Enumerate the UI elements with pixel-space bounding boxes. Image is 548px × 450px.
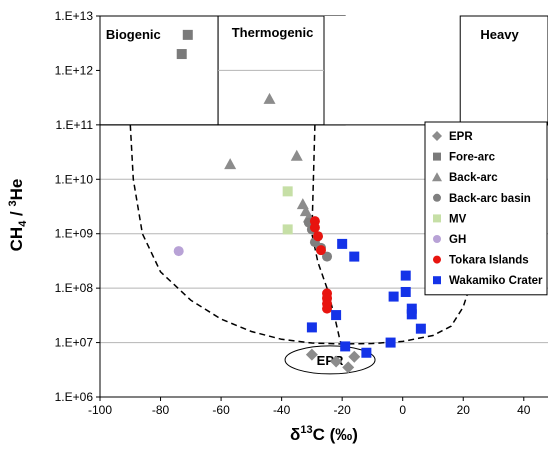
y-axis-title: CH4 / 3He (7, 179, 29, 252)
middle-box (324, 16, 461, 125)
wakamiko-crater-point (306, 322, 317, 333)
back-arc-point (290, 149, 303, 161)
tokara-islands-point (315, 245, 326, 256)
x-tick-label: -80 (152, 403, 170, 417)
legend-label-epr: EPR (449, 131, 473, 143)
x-tick-label: -100 (88, 403, 112, 417)
gh-point (173, 246, 184, 257)
legend-marker-tokara-islands (433, 255, 441, 264)
axes: 1.E+06 1.E+07 1.E+08 1.E+09 1.E+10 1.E+11 1.E+… (55, 9, 548, 417)
x-tick-label: -60 (212, 403, 230, 417)
fore-arc-point (182, 29, 193, 40)
wakamiko-crater-point (400, 270, 411, 281)
back-arc-point (224, 158, 237, 170)
wakamiko-crater-point (388, 291, 399, 302)
source-regions: Biogenic Thermogenic Heavy (99, 15, 548, 126)
tokara-islands-point (309, 222, 320, 233)
y-tick-label: 1.E+07 (55, 336, 94, 350)
legend-label-gh: GH (449, 234, 466, 246)
region-label-thermogenic: Thermogenic (232, 25, 314, 40)
wakamiko-crater-point (331, 310, 342, 321)
y-tick-label: 1.E+08 (55, 281, 94, 295)
legend-label-tokara-islands: Tokara Islands (449, 255, 529, 267)
y-tick-label: 1.E+11 (56, 118, 94, 132)
legend-marker-back-arc (432, 172, 442, 182)
x-tick-label: 0 (399, 403, 406, 417)
legend-label-back-arc-basin: Back-arc basin (449, 193, 531, 205)
fore-arc-point (176, 49, 187, 60)
back-arc-basin-point (322, 251, 333, 262)
y-tick-label: 1.E+12 (55, 63, 94, 77)
tokara-islands-point (322, 303, 333, 314)
mixing-curve-thermogenic (311, 124, 343, 348)
x-tick-label: -20 (333, 403, 351, 417)
y-tick-label: 1.E+06 (55, 390, 94, 404)
legend-marker-back-arc-basin (433, 193, 441, 202)
region-label-biogenic: Biogenic (106, 27, 161, 42)
legend-marker-fore-arc (433, 152, 441, 161)
legend-label-back-arc: Back-arc (449, 172, 498, 184)
epr-point (330, 355, 343, 368)
x-tick-label: 20 (457, 403, 471, 417)
y-tick-label: 1.E+10 (55, 172, 94, 186)
x-tick-label: 40 (517, 403, 531, 417)
legend: EPR Fore-arc Back-arc Back-arc basin MV GH Tok… (424, 121, 548, 296)
legend-label-mv: MV (449, 213, 467, 225)
wakamiko-crater-point (406, 309, 417, 320)
wakamiko-crater-point (349, 251, 360, 262)
region-label-heavy: Heavy (480, 27, 519, 42)
legend-box (424, 121, 548, 296)
wakamiko-crater-point (400, 286, 411, 297)
legend-label-wakamiko-crater: Wakamiko Crater (449, 275, 543, 287)
y-tick-label: 1.E+09 (55, 227, 94, 241)
wakamiko-crater-point (406, 303, 417, 314)
epr-point (348, 350, 361, 363)
data-points (173, 29, 426, 374)
mv-point (282, 224, 293, 235)
legend-marker-wakamiko-crater (433, 276, 441, 285)
back-arc-point (263, 92, 276, 104)
legend-label-fore-arc: Fore-arc (449, 152, 496, 164)
legend-marker-gh (433, 235, 441, 243)
epr-point (305, 348, 318, 361)
wakamiko-crater-point (385, 337, 396, 348)
legend-marker-mv (433, 214, 441, 223)
wakamiko-crater-point (340, 341, 351, 352)
mv-point (282, 186, 293, 197)
legend-marker-epr (432, 131, 442, 141)
wakamiko-crater-point (361, 347, 372, 358)
wakamiko-crater-point (415, 323, 426, 334)
x-tick-label: -40 (273, 403, 291, 417)
wakamiko-crater-point (337, 238, 348, 249)
heavy-box (459, 15, 548, 126)
x-axis-title: δ13C (‰) (290, 424, 358, 444)
tokara-islands-point (312, 231, 323, 242)
y-tick-label: 1.E+13 (55, 9, 94, 23)
epr-point (342, 361, 355, 374)
